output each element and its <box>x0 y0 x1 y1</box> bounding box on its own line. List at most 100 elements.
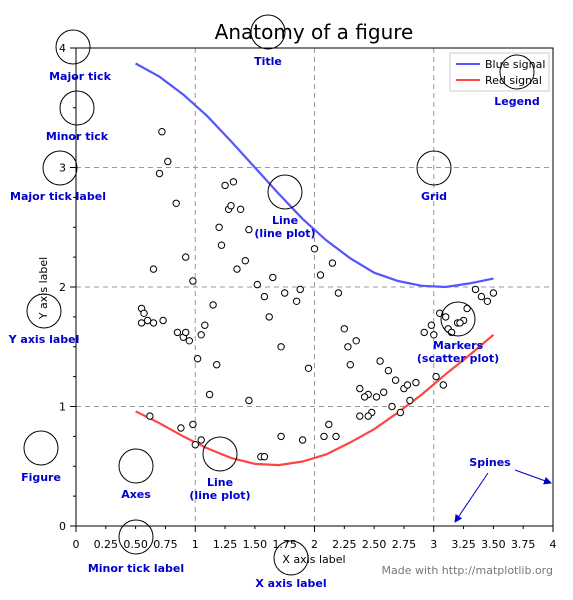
annotation-circle-legend <box>499 54 535 90</box>
series-layer <box>135 62 498 467</box>
scatter-marker <box>155 169 164 178</box>
credit-text: Made with http://matplotlib.org <box>382 564 554 577</box>
x-minor-tick-label: 0.25 <box>94 538 119 551</box>
annotation-circle-y-axis-label <box>26 293 62 329</box>
ticks: 0 1 2 3 40.25 0.50 0.75 1.25 1.50 1.75 2.25 2.50 2.7… <box>59 42 557 551</box>
scatter-marker <box>221 181 229 190</box>
y-major-tick-label: 4 <box>59 42 66 55</box>
x-major-tick-label: 1 <box>192 538 199 551</box>
scatter-marker <box>304 364 313 372</box>
scatter-marker <box>197 436 205 444</box>
scatter-marker <box>412 378 420 387</box>
y-major-tick-label: 1 <box>59 401 66 414</box>
scatter-marker <box>265 313 273 321</box>
x-major-tick-label: 0 <box>73 538 80 551</box>
scatter-marker <box>173 328 182 337</box>
scatter-marker <box>233 265 241 273</box>
x-axis-label: X axis label <box>282 553 345 566</box>
scatter-marker <box>253 280 261 289</box>
y-axis-label: Y axis label <box>37 257 50 320</box>
scatter-marker <box>403 381 412 389</box>
scatter-marker <box>215 223 223 232</box>
scatter-marker <box>245 396 253 405</box>
x-minor-tick-label: 2.25 <box>332 538 357 551</box>
scatter-marker <box>471 285 480 294</box>
scatter-marker <box>277 432 285 441</box>
scatter-marker <box>420 328 428 337</box>
x-minor-tick-label: 0.75 <box>153 538 178 551</box>
scatter-marker <box>213 361 221 369</box>
scatter-marker <box>191 441 200 449</box>
scatter-marker <box>380 388 388 396</box>
annotation-circle-line-top <box>267 174 303 210</box>
scatter-marker <box>356 412 364 420</box>
scatter-marker <box>427 321 436 329</box>
annotation-circle-grid <box>416 150 452 186</box>
annotation-circle-line-bottom <box>202 436 238 472</box>
x-minor-tick-label: 1.25 <box>213 538 238 551</box>
chart-title: Anatomy of a figure <box>215 20 414 44</box>
y-major-tick-label: 2 <box>59 281 66 294</box>
annotation-circle-major-tick <box>55 29 91 65</box>
scatter-marker <box>344 343 352 351</box>
y-major-tick-label: 0 <box>59 520 66 533</box>
series-line-0 <box>135 62 494 289</box>
spines-arrow-bottom <box>454 472 489 523</box>
scatter-marker <box>388 402 396 411</box>
scatter-marker <box>217 241 226 249</box>
scatter-marker <box>346 361 354 369</box>
spine-arrows <box>454 469 552 523</box>
scatter-marker <box>227 202 235 210</box>
scatter-marker <box>137 319 146 327</box>
annotation-minor-tick-label: Minor tick label <box>88 562 184 575</box>
legend-label-blue-signal: Blue signal <box>485 58 545 71</box>
annotation-major-tick: Major tick <box>49 70 112 83</box>
scatter-marker <box>372 393 381 401</box>
x-major-tick-label: 2 <box>311 538 318 551</box>
scatter-marker <box>193 355 202 363</box>
annotation-y-axis-label: Y axis label <box>8 333 80 346</box>
scatter-marker <box>320 432 328 441</box>
scatter-marker <box>149 265 158 273</box>
scatter-marker <box>241 257 250 265</box>
x-minor-tick-label: 0.50 <box>123 538 148 551</box>
scatter-marker <box>463 304 471 313</box>
annotation-minor-tick: Minor tick <box>46 130 109 143</box>
scatter-marker <box>164 157 172 166</box>
scatter-marker <box>158 128 166 136</box>
x-minor-tick-label: 1.50 <box>243 538 268 551</box>
scatter-marker <box>310 245 319 253</box>
scatter-marker <box>185 337 194 345</box>
scatter-marker <box>296 285 304 294</box>
scatter-marker <box>197 331 205 339</box>
x-minor-tick-label: 2.50 <box>362 538 387 551</box>
legend-label-red-signal: Red signal <box>485 74 542 87</box>
scatter-marker <box>277 343 285 351</box>
scatter-marker <box>442 313 450 321</box>
annotation-circle-minor-tick <box>59 90 95 126</box>
annotation-legend: Legend <box>494 95 540 108</box>
annotation-circle-title <box>250 14 286 50</box>
annotation-line-top-sub: (line plot) <box>254 227 315 240</box>
scatter-marker <box>406 396 414 405</box>
annotation-major-tick-label: Major tick label <box>10 190 106 203</box>
scatter-marker <box>352 337 360 345</box>
scatter-marker <box>143 316 152 325</box>
annotation-line-bottom: Line <box>207 476 233 489</box>
annotation-line-top: Line <box>272 214 298 227</box>
scatter-marker <box>292 297 301 305</box>
annotation-circles <box>23 14 535 576</box>
annotation-x-axis-label: X axis label <box>255 577 326 590</box>
annotation-circle-x-axis-label <box>273 540 309 576</box>
scatter-marker <box>334 289 343 297</box>
scatter-marker <box>376 357 384 365</box>
scatter-marker <box>269 273 277 282</box>
scatter-marker <box>456 319 464 327</box>
x-minor-tick-label: 3.25 <box>451 538 476 551</box>
scatter-marker <box>205 390 214 399</box>
scatter-marker <box>432 372 440 381</box>
annotation-spines: Spines <box>469 456 511 469</box>
scatter-marker <box>332 432 340 441</box>
